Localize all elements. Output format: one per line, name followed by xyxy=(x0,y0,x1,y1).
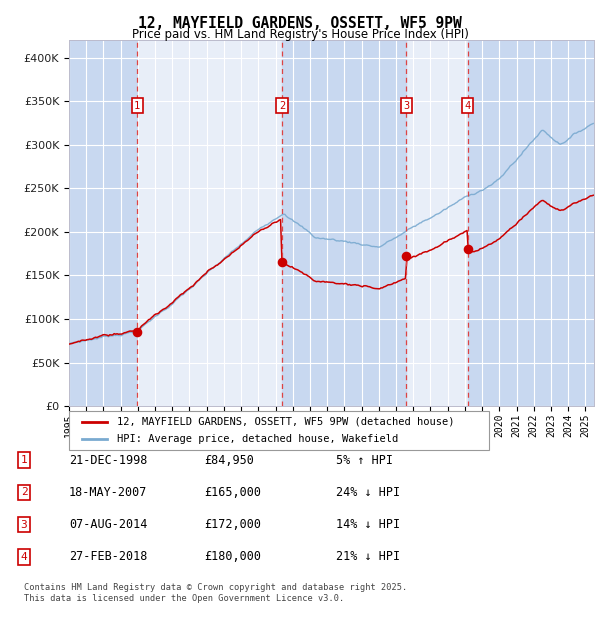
Bar xyxy=(467,40,594,406)
Text: 1: 1 xyxy=(134,100,140,110)
Text: 4: 4 xyxy=(20,552,28,562)
Text: Contains HM Land Registry data © Crown copyright and database right 2025.
This d: Contains HM Land Registry data © Crown c… xyxy=(24,583,407,603)
Text: £84,950: £84,950 xyxy=(204,454,254,466)
Text: HPI: Average price, detached house, Wakefield: HPI: Average price, detached house, Wake… xyxy=(118,434,398,444)
Text: Price paid vs. HM Land Registry's House Price Index (HPI): Price paid vs. HM Land Registry's House … xyxy=(131,28,469,41)
Text: £172,000: £172,000 xyxy=(204,518,261,531)
Text: 18-MAY-2007: 18-MAY-2007 xyxy=(69,486,148,498)
Text: 3: 3 xyxy=(403,100,410,110)
Text: 14% ↓ HPI: 14% ↓ HPI xyxy=(336,518,400,531)
FancyBboxPatch shape xyxy=(69,411,489,449)
Text: £165,000: £165,000 xyxy=(204,486,261,498)
Text: 5% ↑ HPI: 5% ↑ HPI xyxy=(336,454,393,466)
Point xyxy=(277,257,287,267)
Text: 2: 2 xyxy=(20,487,28,497)
Point xyxy=(133,327,142,337)
Text: 4: 4 xyxy=(464,100,471,110)
Text: 21-DEC-1998: 21-DEC-1998 xyxy=(69,454,148,466)
Text: 12, MAYFIELD GARDENS, OSSETT, WF5 9PW (detached house): 12, MAYFIELD GARDENS, OSSETT, WF5 9PW (d… xyxy=(118,417,455,427)
Bar xyxy=(282,40,406,406)
Bar xyxy=(69,40,137,406)
Point xyxy=(463,244,472,254)
Text: 07-AUG-2014: 07-AUG-2014 xyxy=(69,518,148,531)
Text: 1: 1 xyxy=(20,455,28,465)
Text: 12, MAYFIELD GARDENS, OSSETT, WF5 9PW: 12, MAYFIELD GARDENS, OSSETT, WF5 9PW xyxy=(138,16,462,30)
Text: 27-FEB-2018: 27-FEB-2018 xyxy=(69,551,148,563)
Text: 24% ↓ HPI: 24% ↓ HPI xyxy=(336,486,400,498)
Text: 2: 2 xyxy=(279,100,285,110)
Point xyxy=(401,251,411,261)
Text: 21% ↓ HPI: 21% ↓ HPI xyxy=(336,551,400,563)
Text: £180,000: £180,000 xyxy=(204,551,261,563)
Text: 3: 3 xyxy=(20,520,28,529)
